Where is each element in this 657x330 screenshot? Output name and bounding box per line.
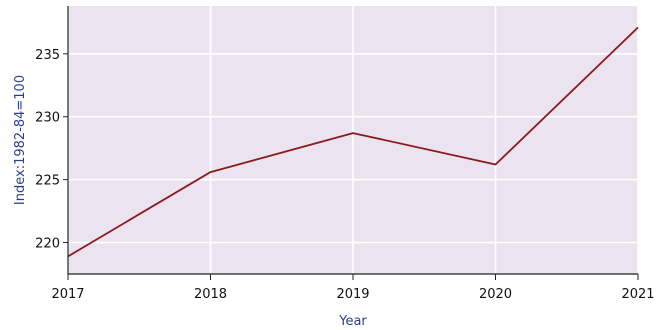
x-tick-label: 2021 <box>621 287 654 302</box>
y-tick-label: 235 <box>35 48 60 63</box>
y-tick-label: 230 <box>35 111 60 126</box>
gridlines <box>67 6 639 274</box>
x-tick-label: 2018 <box>194 287 227 302</box>
tick-labels: 220 225 230 235 2017 2018 2019 2020 2021 <box>35 48 654 302</box>
y-tick-label: 225 <box>35 174 60 189</box>
y-axis-title: Index:1982-84=100 <box>13 75 28 205</box>
y-tick-label: 220 <box>35 237 60 252</box>
axes <box>63 6 639 280</box>
x-axis-title: Year <box>338 314 367 329</box>
x-tick-label: 2019 <box>336 287 369 302</box>
x-tick-label: 2020 <box>479 287 512 302</box>
series-line <box>67 26 639 258</box>
series-layer <box>67 26 639 258</box>
x-tick-label: 2017 <box>51 287 84 302</box>
